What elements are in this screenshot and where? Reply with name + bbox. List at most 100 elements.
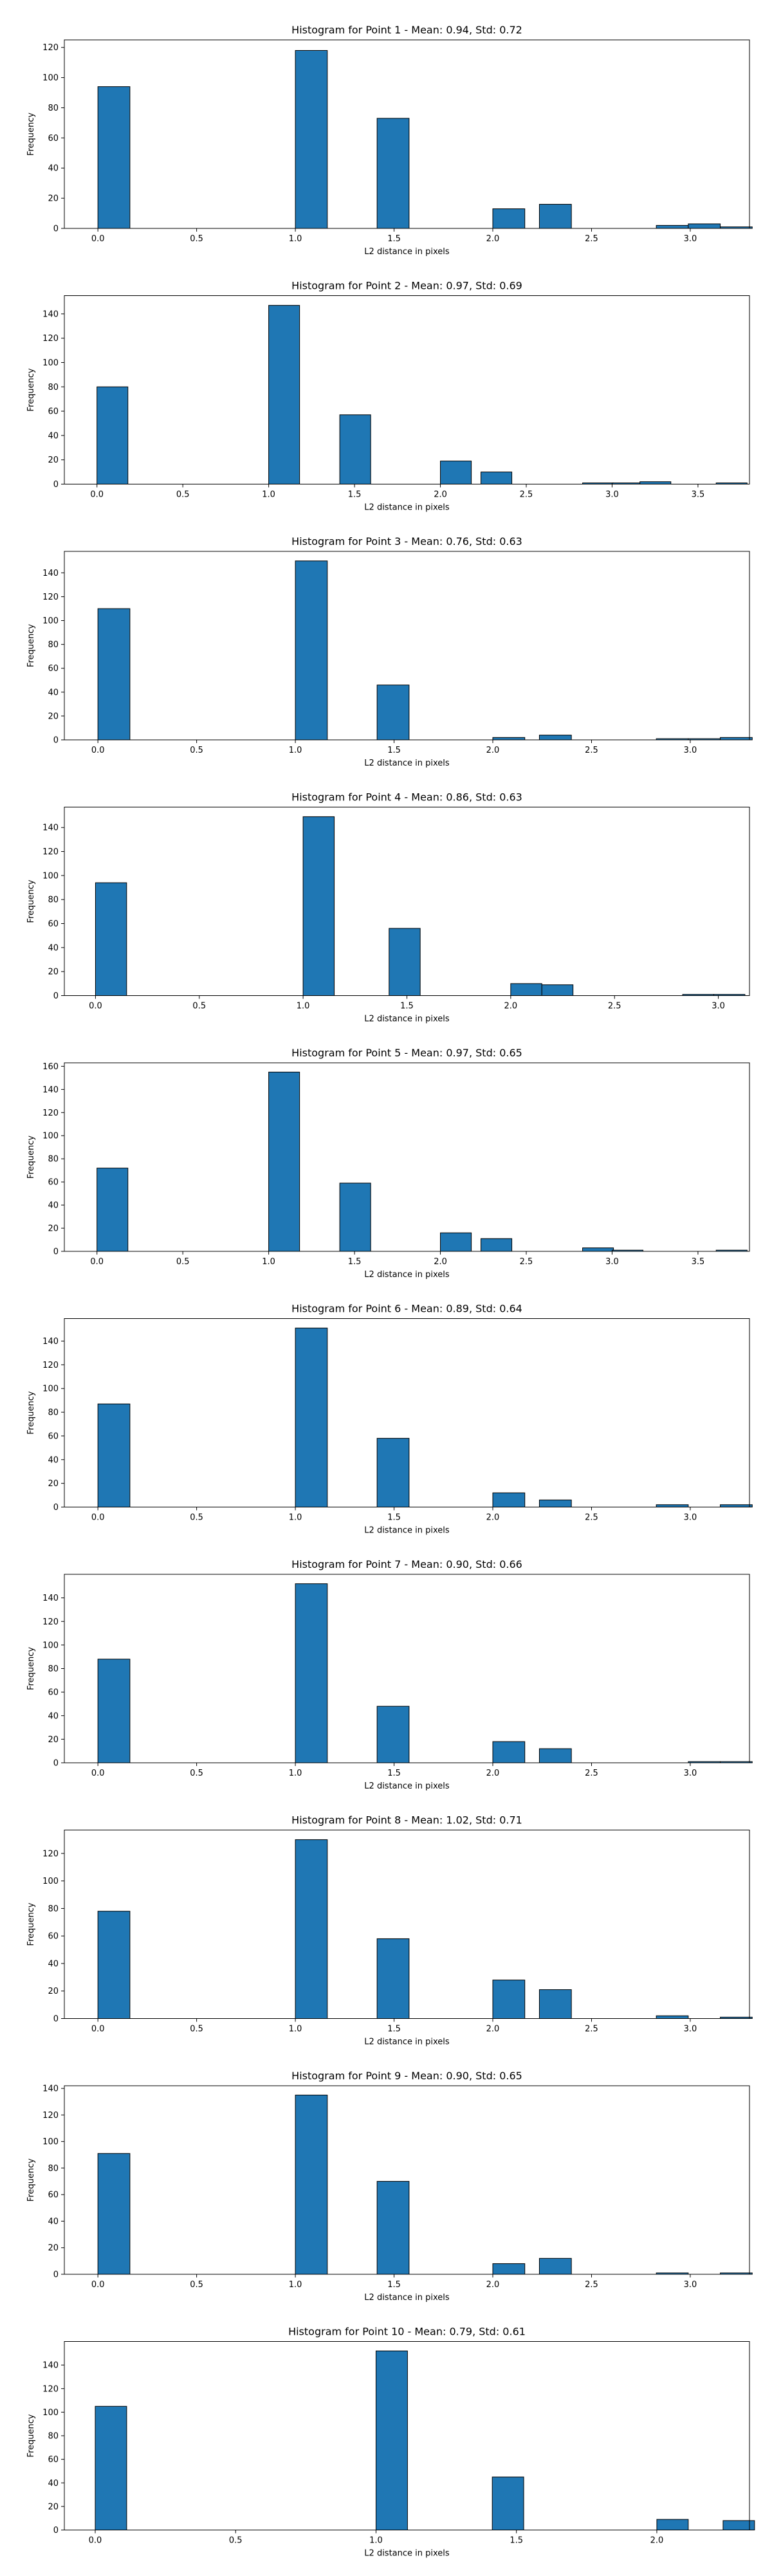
x-tick-label: 0.0 bbox=[91, 2025, 105, 2034]
y-tick-label: 20 bbox=[48, 1224, 59, 1234]
histogram-bar bbox=[538, 204, 572, 229]
x-tick-label: 3.5 bbox=[692, 490, 705, 500]
x-tick-label: 2.5 bbox=[585, 746, 598, 755]
x-tick-label: 1.5 bbox=[510, 2536, 523, 2546]
y-tick-label: 0 bbox=[53, 480, 59, 490]
histogram-bar bbox=[492, 737, 526, 741]
plot-frame bbox=[64, 1318, 750, 1507]
x-tick-label: 2.5 bbox=[585, 1513, 598, 1523]
y-axis-label: Frequency bbox=[26, 2414, 36, 2457]
y-tick-label: 120 bbox=[42, 1361, 59, 1370]
y-tick-label: 20 bbox=[48, 1479, 59, 1489]
chart-title: Histogram for Point 2 - Mean: 0.97, Std:… bbox=[291, 280, 522, 292]
y-tick-label: 80 bbox=[48, 640, 59, 650]
chart-title: Histogram for Point 8 - Mean: 1.02, Std:… bbox=[291, 1814, 522, 1826]
y-tick-label: 40 bbox=[48, 2217, 59, 2227]
y-tick-label: 60 bbox=[48, 1431, 59, 1441]
histogram-bar bbox=[97, 86, 131, 229]
chart-title: Histogram for Point 6 - Mean: 0.89, Std:… bbox=[291, 1303, 522, 1315]
plot-frame bbox=[64, 1062, 750, 1252]
y-tick-label: 160 bbox=[42, 1062, 59, 1072]
y-axis-label: Frequency bbox=[26, 879, 36, 923]
y-tick-label: 140 bbox=[42, 823, 59, 833]
plot-frame bbox=[64, 39, 750, 229]
y-tick-label: 120 bbox=[42, 1617, 59, 1627]
x-tick-label: 0.0 bbox=[91, 1513, 105, 1523]
histogram-bar bbox=[97, 608, 131, 741]
x-axis-label: L2 distance in pixels bbox=[364, 503, 450, 513]
x-tick-label: 2.5 bbox=[585, 234, 598, 244]
histogram-bar bbox=[492, 2263, 526, 2275]
y-tick-label: 0 bbox=[53, 2526, 59, 2535]
y-tick-label: 120 bbox=[42, 2111, 59, 2121]
histogram-bar bbox=[656, 225, 689, 229]
x-tick-label: 0.0 bbox=[91, 1769, 105, 1778]
y-tick-label: 0 bbox=[53, 991, 59, 1001]
x-axis-label: L2 distance in pixels bbox=[364, 2549, 450, 2559]
chart-title: Histogram for Point 4 - Mean: 0.86, Std:… bbox=[291, 791, 522, 804]
x-tick-label: 0.5 bbox=[190, 1513, 203, 1523]
y-tick-label: 40 bbox=[48, 164, 59, 174]
x-axis-label: L2 distance in pixels bbox=[364, 1270, 450, 1280]
histogram-bar bbox=[339, 1182, 371, 1252]
y-tick-label: 140 bbox=[42, 569, 59, 578]
y-tick-label: 140 bbox=[42, 1085, 59, 1095]
histogram-bar bbox=[389, 928, 421, 996]
histogram-panel-5: Histogram for Point 5 - Mean: 0.97, Std:… bbox=[26, 1047, 750, 1280]
y-tick-label: 20 bbox=[48, 968, 59, 977]
y-tick-label: 120 bbox=[42, 2384, 59, 2394]
y-tick-label: 60 bbox=[48, 2455, 59, 2465]
histogram-bar bbox=[639, 481, 672, 484]
histogram-panel-6: Histogram for Point 6 - Mean: 0.89, Std:… bbox=[26, 1303, 753, 1536]
y-tick-label: 0 bbox=[53, 1759, 59, 1769]
histogram-panel-4: Histogram for Point 4 - Mean: 0.86, Std:… bbox=[26, 791, 750, 1024]
x-tick-label: 2.0 bbox=[486, 746, 500, 755]
y-tick-label: 100 bbox=[42, 2408, 59, 2418]
histogram-bar bbox=[656, 1504, 689, 1508]
x-tick-label: 2.0 bbox=[486, 2025, 500, 2034]
histogram-bar bbox=[97, 1659, 131, 1763]
y-axis-label: Frequency bbox=[26, 1136, 36, 1179]
x-tick-label: 0.0 bbox=[91, 2280, 105, 2290]
x-tick-label: 1.0 bbox=[262, 490, 275, 500]
y-tick-label: 120 bbox=[42, 334, 59, 344]
x-tick-label: 1.5 bbox=[387, 746, 401, 755]
y-tick-label: 140 bbox=[42, 1337, 59, 1347]
y-tick-label: 20 bbox=[48, 1987, 59, 1996]
histogram-bar bbox=[688, 223, 721, 229]
x-tick-label: 2.5 bbox=[608, 1002, 621, 1011]
y-tick-label: 80 bbox=[48, 896, 59, 905]
histogram-bar bbox=[492, 1980, 526, 2019]
y-tick-label: 40 bbox=[48, 688, 59, 697]
x-tick-label: 2.5 bbox=[520, 1257, 533, 1267]
y-tick-label: 80 bbox=[48, 1664, 59, 1674]
y-tick-label: 80 bbox=[48, 104, 59, 113]
y-tick-label: 20 bbox=[48, 712, 59, 721]
x-axis-label: L2 distance in pixels bbox=[364, 2293, 450, 2303]
histogram-bar bbox=[268, 1071, 300, 1252]
y-tick-label: 140 bbox=[42, 2084, 59, 2094]
chart-title: Histogram for Point 10 - Mean: 0.79, Std… bbox=[288, 2326, 526, 2338]
x-tick-label: 0.0 bbox=[89, 1002, 102, 1011]
y-tick-label: 120 bbox=[42, 43, 59, 53]
histogram-bar bbox=[295, 560, 328, 741]
y-axis-label: Frequency bbox=[26, 624, 36, 667]
chart-title: Histogram for Point 1 - Mean: 0.94, Std:… bbox=[291, 24, 522, 36]
x-tick-label: 3.0 bbox=[684, 1769, 697, 1778]
x-tick-label: 1.5 bbox=[387, 2025, 401, 2034]
histogram-panel-9: Histogram for Point 9 - Mean: 0.90, Std:… bbox=[26, 2070, 753, 2303]
y-tick-label: 80 bbox=[48, 2432, 59, 2442]
x-tick-label: 1.0 bbox=[289, 234, 302, 244]
x-tick-label: 3.0 bbox=[684, 746, 697, 755]
x-tick-label: 2.0 bbox=[650, 2536, 664, 2546]
y-tick-label: 100 bbox=[42, 1385, 59, 1394]
y-tick-label: 60 bbox=[48, 2191, 59, 2200]
x-tick-label: 3.5 bbox=[692, 1257, 705, 1267]
y-tick-label: 80 bbox=[48, 1155, 59, 1164]
y-tick-label: 40 bbox=[48, 1711, 59, 1721]
y-tick-label: 100 bbox=[42, 871, 59, 881]
histogram-bar bbox=[538, 2258, 572, 2275]
y-tick-label: 140 bbox=[42, 309, 59, 319]
x-axis-label: L2 distance in pixels bbox=[364, 2038, 450, 2047]
x-tick-label: 0.5 bbox=[190, 1769, 203, 1778]
